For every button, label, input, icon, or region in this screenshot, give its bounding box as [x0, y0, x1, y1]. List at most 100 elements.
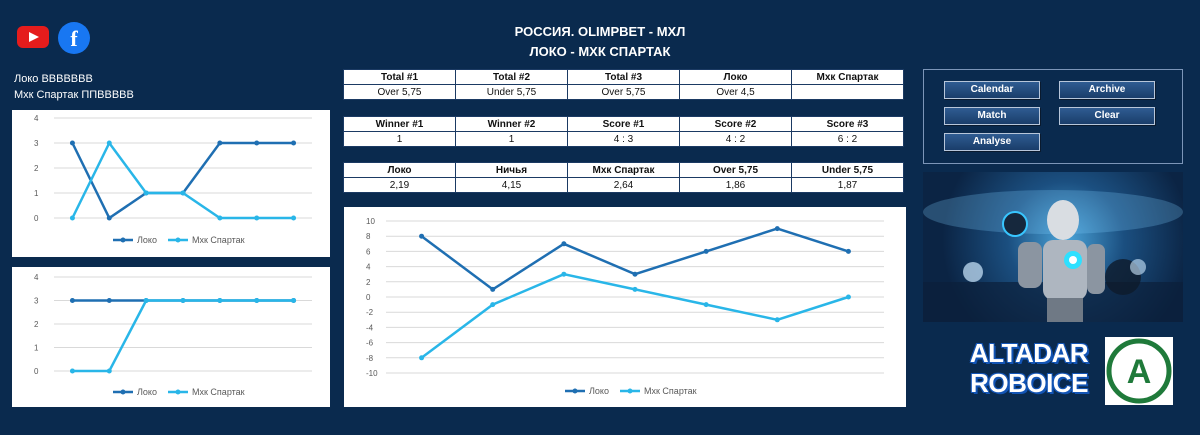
chart-panel-top-left: 0 1 2 3 4 Локо Мхк Спартак [12, 110, 330, 257]
robot-illustration [923, 190, 1183, 322]
totals-table: Total #1 Total #2 Total #3 Локо Мхк Спар… [343, 69, 904, 100]
series-line [71, 140, 294, 220]
table-cell: 2,19 [343, 177, 456, 193]
table-header: Локо [343, 162, 456, 178]
legend-label: Локо [137, 235, 157, 245]
y-tick-label: -10 [366, 369, 378, 378]
table-header: Ничья [455, 162, 568, 178]
away-form: Мхк Спартак ППВВВВВ [14, 89, 134, 101]
table-header: Winner #1 [343, 116, 456, 132]
y-tick-label: 0 [34, 367, 39, 376]
table-header: Score #3 [791, 116, 904, 132]
match-teams-title: ЛОКО - МХК СПАРТАК [529, 44, 671, 59]
data-point [106, 215, 112, 221]
table-header: Under 5,75 [791, 162, 904, 178]
line-chart-recent-form: 0 1 2 3 4 Локо Мхк Спартак [34, 114, 312, 245]
table-header: Мхк Спартак [791, 69, 904, 85]
chart-panel-bottom-left: 0 1 2 3 4 Локо Мхк Спартак [12, 267, 330, 407]
legend-marker [120, 237, 126, 243]
y-tick-label: -6 [366, 339, 374, 348]
y-tick-label: 2 [366, 278, 371, 287]
data-point [291, 215, 297, 221]
table-cell: 1 [343, 131, 456, 147]
chart-panel-center: 10 8 6 4 2 0 -2 -4 -6 -8 -10 Локо Мхк Спартак [344, 207, 906, 407]
data-point [254, 140, 260, 146]
y-tick-label: -8 [366, 354, 374, 363]
y-tick-label: 1 [34, 189, 39, 198]
data-point [845, 294, 851, 300]
y-tick-label: 0 [366, 293, 371, 302]
y-tick-label: 6 [366, 247, 371, 256]
brand-badge: A [1105, 337, 1173, 405]
legend-label: Мхк Спартак [192, 387, 245, 397]
y-tick-label: 4 [34, 273, 39, 282]
table-cell: 2,64 [567, 177, 680, 193]
y-tick-label: -2 [366, 308, 374, 317]
table-cell: 1 [455, 131, 568, 147]
line-chart-home-away: 0 1 2 3 4 Локо Мхк Спартак [34, 273, 312, 397]
y-tick-label: 2 [34, 320, 39, 329]
data-point [419, 233, 425, 239]
clear-button[interactable]: Clear [1059, 107, 1155, 125]
odds-table: Локо Ничья Мхк Спартак Over 5,75 Under 5… [343, 162, 904, 193]
match-button[interactable]: Match [944, 107, 1040, 125]
table-cell: 1,86 [679, 177, 792, 193]
calendar-button[interactable]: Calendar [944, 81, 1040, 99]
data-point [845, 248, 851, 254]
data-point [217, 298, 223, 303]
legend-label: Мхк Спартак [644, 386, 697, 396]
legend-marker [572, 388, 578, 394]
table-header: Score #1 [567, 116, 680, 132]
series-line [71, 141, 294, 220]
data-point [69, 215, 75, 221]
series-line [420, 227, 849, 291]
analyse-button[interactable]: Analyse [944, 133, 1040, 151]
data-point [774, 226, 780, 232]
data-point [291, 140, 297, 146]
data-point [180, 190, 186, 196]
table-cell: Over 5,75 [567, 84, 680, 100]
data-point [217, 140, 223, 146]
table-header: Over 5,75 [679, 162, 792, 178]
y-tick-label: 4 [366, 263, 371, 272]
data-point [490, 286, 496, 292]
archive-button[interactable]: Archive [1059, 81, 1155, 99]
y-tick-label: 1 [34, 344, 39, 353]
data-point [254, 298, 260, 303]
table-header: Total #1 [343, 69, 456, 85]
y-tick-label: 3 [34, 297, 39, 306]
table-cell: Over 5,75 [343, 84, 456, 100]
legend-marker [120, 389, 126, 395]
brand-badge-icon: A [1106, 338, 1172, 404]
data-point [106, 298, 112, 303]
data-point [703, 302, 709, 308]
table-cell: Under 5,75 [455, 84, 568, 100]
data-point [490, 302, 496, 308]
table-header: Total #2 [455, 69, 568, 85]
series-line [420, 272, 849, 359]
data-point [561, 241, 567, 247]
y-tick-label: 10 [366, 217, 375, 226]
legend-label: Локо [589, 386, 609, 396]
table-header: Локо [679, 69, 792, 85]
match-league-title: РОССИЯ. OLIMPBET - МХЛ [514, 24, 686, 39]
legend-label: Мхк Спартак [192, 235, 245, 245]
data-point [106, 140, 112, 146]
robot-hockey-image [923, 172, 1183, 322]
facebook-icon[interactable]: f [58, 22, 90, 54]
data-point [419, 355, 425, 361]
youtube-icon[interactable] [17, 26, 49, 48]
data-point [632, 286, 638, 292]
brand-badge-letter: A [1127, 353, 1152, 391]
table-header: Winner #2 [455, 116, 568, 132]
line-chart-goal-difference: 10 8 6 4 2 0 -2 -4 -6 -8 -10 Локо Мхк Спартак [366, 217, 884, 396]
table-cell: 1,87 [791, 177, 904, 193]
data-point [69, 140, 75, 146]
data-point [69, 298, 75, 303]
data-point [69, 368, 75, 374]
data-point [180, 298, 186, 303]
data-point [254, 215, 260, 221]
table-header: Score #2 [679, 116, 792, 132]
data-point [143, 298, 149, 303]
legend-marker [627, 388, 633, 394]
